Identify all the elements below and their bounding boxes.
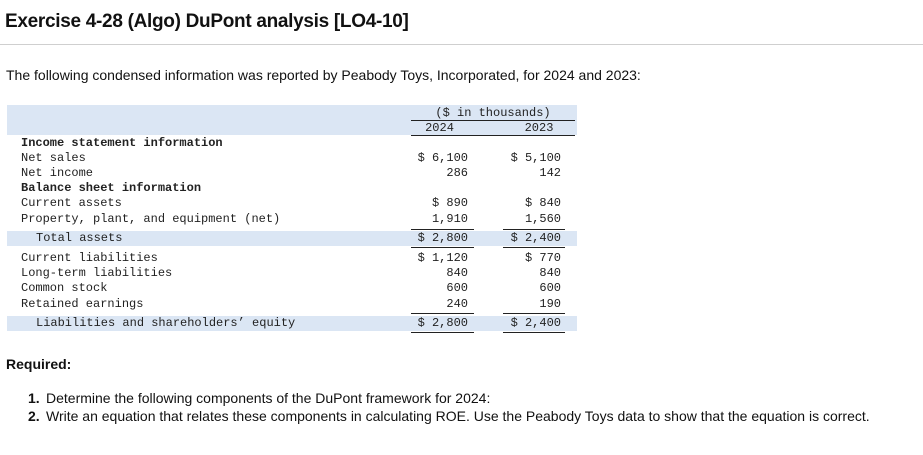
table-row: Income statement information <box>7 136 577 151</box>
row-label: Retained earnings <box>21 297 144 311</box>
total-rule-2023 <box>503 247 565 248</box>
value-2023: $ 840 <box>524 196 561 210</box>
subtotal-rule-2024 <box>411 313 474 314</box>
value-2024: 286 <box>446 166 468 180</box>
value-2023: 190 <box>539 297 561 311</box>
value-2024: 240 <box>446 297 468 311</box>
table-row: Current liabilities $ 1,120 $ 770 <box>7 251 577 266</box>
units-header: ($ in thousands) <box>435 106 551 120</box>
value-2023: 840 <box>539 266 561 280</box>
value-2023: $ 2,400 <box>510 316 561 330</box>
row-label: Net income <box>21 166 94 180</box>
table-row: Total assets $ 2,800 $ 2,400 <box>7 231 577 246</box>
item-number: 1. <box>28 390 40 406</box>
total-rule-2024 <box>411 247 474 248</box>
value-2023: $ 770 <box>524 251 561 265</box>
table-row: Retained earnings 240 190 <box>7 297 577 312</box>
value-2023: $ 5,100 <box>510 151 561 165</box>
value-2024: $ 6,100 <box>417 151 468 165</box>
item-text: Determine the following components of th… <box>46 390 491 406</box>
subtotal-rule-2024 <box>411 229 474 230</box>
row-label: Long-term liabilities <box>21 266 173 280</box>
exercise-title: Exercise 4-28 (Algo) DuPont analysis [LO… <box>5 11 409 32</box>
section-label-income-statement: Income statement information <box>21 136 223 150</box>
table-row: Long-term liabilities 840 840 <box>7 266 577 281</box>
required-heading: Required: <box>6 356 72 372</box>
row-label: Property, plant, and equipment (net) <box>21 212 281 226</box>
value-2024: $ 1,120 <box>417 251 468 265</box>
total-rule-2024 <box>411 332 474 333</box>
list-item: 1. Determine the following components of… <box>28 389 923 407</box>
intro-text: The following condensed information was … <box>6 67 641 83</box>
item-text: Write an equation that relates these com… <box>46 408 870 424</box>
table-row: Common stock 600 600 <box>7 281 577 296</box>
value-2024: 1,910 <box>431 212 468 226</box>
item-number: 2. <box>28 408 40 424</box>
table-row: Current assets $ 890 $ 840 <box>7 196 577 211</box>
table-row: Net income 286 142 <box>7 166 577 181</box>
value-2023: $ 2,400 <box>510 231 561 245</box>
table-row: Property, plant, and equipment (net) 1,9… <box>7 212 577 227</box>
row-label: Current liabilities <box>21 251 158 265</box>
year-header-2023: 2023 <box>524 121 554 135</box>
row-label: Current assets <box>21 196 122 210</box>
value-2023: 1,560 <box>524 212 561 226</box>
row-label: Net sales <box>21 151 86 165</box>
row-label: Common stock <box>21 281 108 295</box>
table-row: Liabilities and shareholders’ equity $ 2… <box>7 316 577 331</box>
subtotal-rule-2023 <box>503 313 565 314</box>
value-2024: $ 2,800 <box>417 231 468 245</box>
required-list: 1. Determine the following components of… <box>28 389 923 425</box>
table-row: Net sales $ 6,100 $ 5,100 <box>7 151 577 166</box>
list-item: 2. Write an equation that relates these … <box>28 407 923 425</box>
financial-data-table: ($ in thousands) 2024 2023 Income statem… <box>7 105 577 333</box>
title-divider <box>0 44 923 45</box>
units-header-rule <box>411 120 575 121</box>
subtotal-rule-2023 <box>503 229 565 230</box>
row-label-total: Liabilities and shareholders’ equity <box>36 316 296 330</box>
value-2023: 600 <box>539 281 561 295</box>
year-header-2024: 2024 <box>425 121 454 135</box>
value-2023: 142 <box>539 166 561 180</box>
row-label-total: Total assets <box>36 231 123 245</box>
year-header-rule <box>411 135 575 136</box>
value-2024: $ 2,800 <box>417 316 468 330</box>
table-row: Balance sheet information <box>7 181 577 196</box>
total-rule-2023 <box>503 332 565 333</box>
value-2024: 840 <box>446 266 468 280</box>
section-label-balance-sheet: Balance sheet information <box>21 181 202 195</box>
value-2024: 600 <box>446 281 468 295</box>
value-2024: $ 890 <box>431 196 468 210</box>
